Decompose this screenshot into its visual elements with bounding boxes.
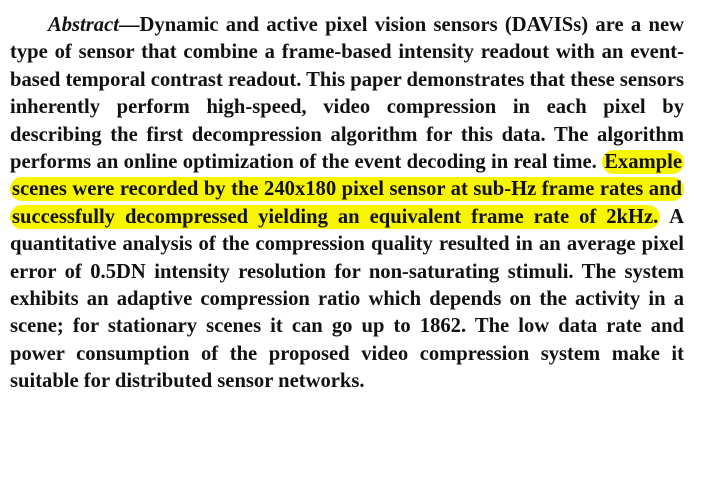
abstract-text-after-highlight: A quantitative analysis of the compressi… [10,205,684,393]
abstract-label: Abstract [48,14,119,36]
abstract-text-before-highlight: Dynamic and active pixel vision sensors … [10,14,684,174]
abstract-dash: — [118,14,140,36]
abstract-paragraph: Abstract—Dynamic and active pixel vision… [10,12,684,396]
